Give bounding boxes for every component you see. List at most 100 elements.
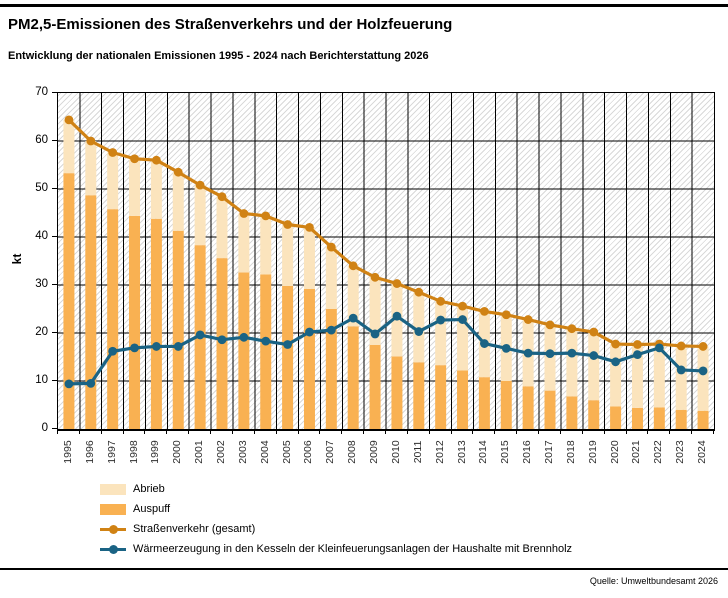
x-tick-label-2012: 2012 xyxy=(433,440,446,464)
dot-holz-2004 xyxy=(261,336,271,346)
bar-auspuff-2007 xyxy=(325,309,337,429)
bar-abrieb-2005 xyxy=(282,224,294,286)
dot-strassenverkehr-2018 xyxy=(567,324,577,334)
dot-holz-1996 xyxy=(86,379,96,388)
x-tick-mark xyxy=(603,430,605,434)
y-tick-label-0: 0 xyxy=(41,422,48,434)
bar-auspuff-2004 xyxy=(260,274,272,429)
bar-abrieb-2001 xyxy=(194,185,206,246)
bar-auspuff-1996 xyxy=(85,195,97,429)
bar-auspuff-2017 xyxy=(544,390,556,429)
x-tick-mark xyxy=(341,430,343,434)
dot-strassenverkehr-2014 xyxy=(480,307,489,316)
bar-auspuff-2000 xyxy=(172,230,184,429)
bar-abrieb-1998 xyxy=(129,158,141,216)
bar-abrieb-2004 xyxy=(260,215,272,275)
y-tick-label-70: 70 xyxy=(35,86,48,98)
x-tick-label-1995: 1995 xyxy=(61,440,74,464)
legend-item-holz: Wärmeerzeugung in den Kesseln der Kleinf… xyxy=(100,539,720,559)
dot-strassenverkehr-2003 xyxy=(239,209,249,218)
x-tick-mark xyxy=(450,430,452,434)
x-tick-mark xyxy=(122,430,124,434)
dot-holz-2003 xyxy=(239,332,249,342)
x-tick-label-2017: 2017 xyxy=(543,440,555,464)
x-tick-label-2004: 2004 xyxy=(258,440,271,464)
x-tick-mark xyxy=(363,430,365,434)
dot-holz-2023 xyxy=(676,365,686,375)
x-tick-label-1999: 1999 xyxy=(149,440,162,464)
bar-abrieb-2021 xyxy=(631,344,643,408)
dot-strassenverkehr-2002 xyxy=(217,192,227,202)
bar-auspuff-1999 xyxy=(150,218,162,429)
dot-holz-2009 xyxy=(370,329,380,339)
strassenverkehr-dot-icon xyxy=(108,524,118,534)
dot-holz-2002 xyxy=(217,335,227,345)
y-tick-label-20: 20 xyxy=(35,326,48,338)
dot-holz-2001 xyxy=(195,330,205,340)
x-tick-label-2008: 2008 xyxy=(346,440,359,464)
dot-holz-2013 xyxy=(458,315,467,324)
bar-abrieb-2012 xyxy=(435,301,447,366)
y-tick-label-10: 10 xyxy=(35,374,48,386)
source-text: Quelle: Umweltbundesamt 2026 xyxy=(589,576,718,586)
x-tick-label-2019: 2019 xyxy=(586,440,599,464)
dot-strassenverkehr-1999 xyxy=(152,155,161,165)
legend-label-holz: Wärmeerzeugung in den Kesseln der Kleinf… xyxy=(133,543,573,555)
bar-abrieb-1995 xyxy=(63,119,75,174)
bar-abrieb-2009 xyxy=(369,277,381,345)
x-tick-mark xyxy=(713,430,714,434)
dot-strassenverkehr-2017 xyxy=(545,320,555,330)
x-tick-label-2003: 2003 xyxy=(236,440,249,464)
x-tick-label-2009: 2009 xyxy=(368,440,381,464)
x-tick-label-2001: 2001 xyxy=(193,440,206,464)
bar-auspuff-2015 xyxy=(500,381,512,429)
bar-abrieb-2024 xyxy=(697,346,709,411)
x-tick-mark xyxy=(581,430,583,434)
strassenverkehr-line-swatch xyxy=(100,524,126,535)
bar-auspuff-2024 xyxy=(697,410,709,429)
x-tick-label-2010: 2010 xyxy=(389,440,402,464)
x-tick-label-2000: 2000 xyxy=(171,440,184,464)
bar-abrieb-2020 xyxy=(610,344,622,407)
bar-auspuff-1995 xyxy=(63,173,75,429)
dot-strassenverkehr-2008 xyxy=(348,261,358,271)
y-tick-label-40: 40 xyxy=(35,230,48,242)
legend-label-auspuff: Auspuff xyxy=(133,503,171,515)
dot-holz-2020 xyxy=(611,357,620,367)
dot-strassenverkehr-2001 xyxy=(195,180,205,190)
y-tick-mark xyxy=(52,188,57,189)
dot-strassenverkehr-2007 xyxy=(326,242,336,252)
x-tick-mark xyxy=(188,430,190,434)
x-tick-label-1996: 1996 xyxy=(83,440,96,464)
x-tick-mark xyxy=(669,430,671,434)
bar-abrieb-2008 xyxy=(347,265,359,327)
dot-strassenverkehr-1998 xyxy=(130,154,139,164)
x-tick-label-2002: 2002 xyxy=(215,440,227,464)
x-tick-mark xyxy=(231,430,233,434)
x-tick-mark xyxy=(144,430,146,434)
bar-auspuff-1997 xyxy=(107,209,119,429)
dot-holz-2006 xyxy=(305,327,314,337)
dot-holz-2018 xyxy=(567,348,577,358)
bar-auspuff-2003 xyxy=(238,272,250,429)
bar-abrieb-1996 xyxy=(85,141,97,196)
dot-holz-2016 xyxy=(523,348,533,358)
bar-abrieb-2022 xyxy=(653,344,665,408)
bar-abrieb-2003 xyxy=(238,213,250,273)
dot-holz-2005 xyxy=(283,340,292,349)
dot-holz-2014 xyxy=(480,339,489,348)
dot-strassenverkehr-2011 xyxy=(414,287,424,297)
auspuff-swatch xyxy=(100,503,126,515)
bar-auspuff-2020 xyxy=(610,406,622,429)
dot-holz-1995 xyxy=(64,379,74,389)
bar-abrieb-2019 xyxy=(588,332,600,401)
dot-strassenverkehr-2012 xyxy=(436,296,446,306)
dot-strassenverkehr-1996 xyxy=(86,136,96,146)
bar-abrieb-1999 xyxy=(150,160,162,219)
dot-strassenverkehr-2023 xyxy=(676,341,686,351)
dot-holz-2010 xyxy=(392,311,402,321)
dot-strassenverkehr-2004 xyxy=(261,211,271,221)
legend-item-strassenverkehr: Straßenverkehr (gesamt) xyxy=(100,519,720,539)
x-tick-label-2023: 2023 xyxy=(674,440,687,464)
